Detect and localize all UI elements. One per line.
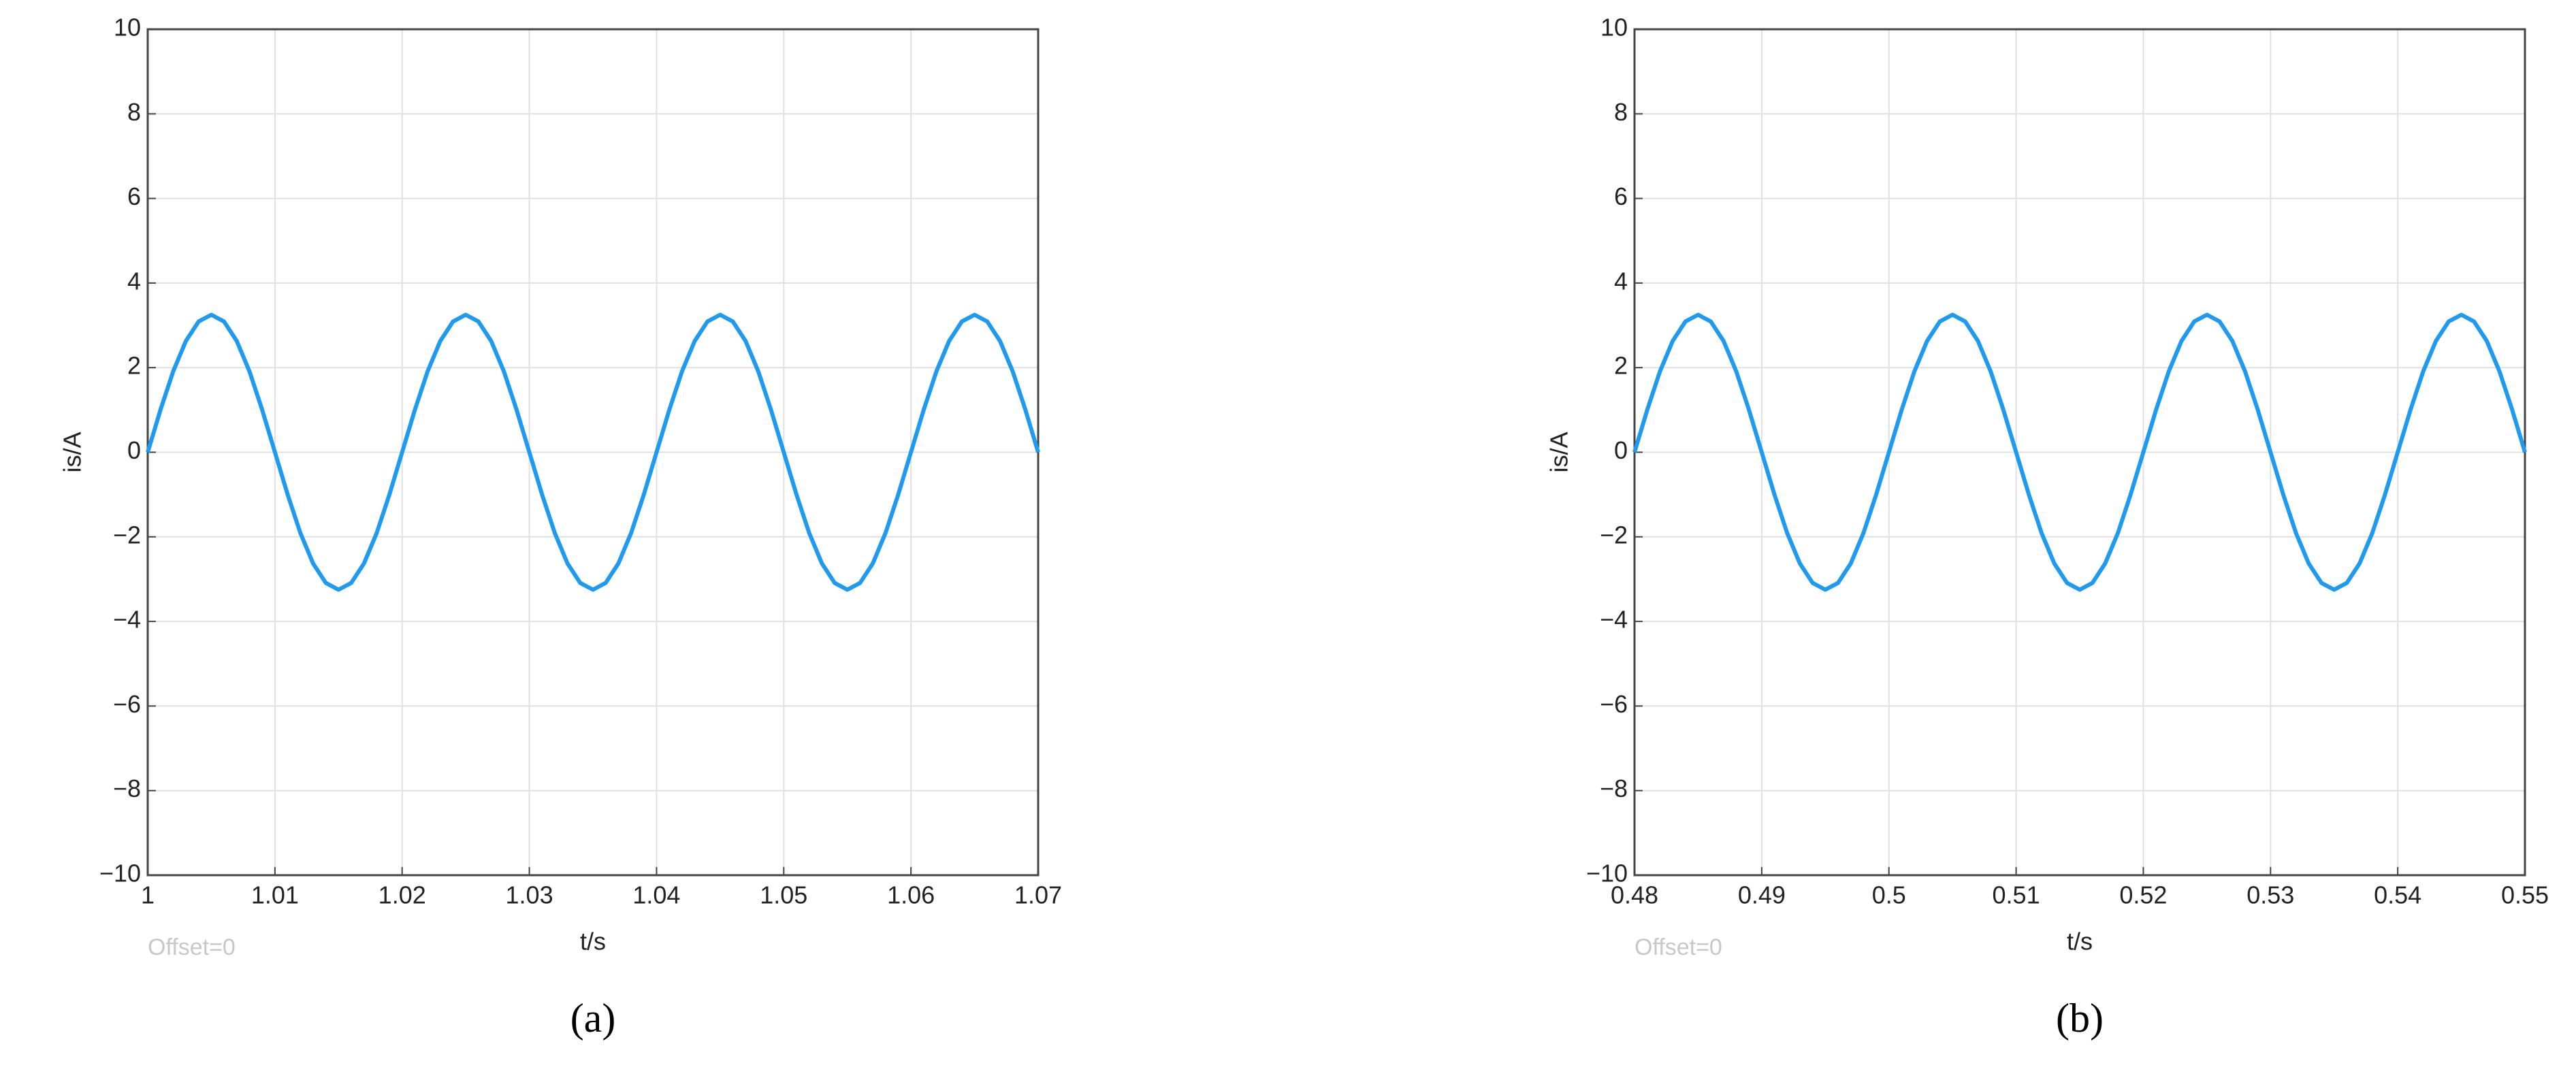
offset-note: Offset=0 bbox=[148, 934, 236, 960]
x-tick-label: 0.48 bbox=[1611, 881, 1658, 909]
signal-line bbox=[1632, 312, 2527, 592]
y-axis-label: is/A bbox=[1545, 431, 1573, 472]
y-tick-label: −4 bbox=[1600, 606, 1628, 634]
y-tick-label: 8 bbox=[127, 98, 141, 126]
x-tick-label: 1.05 bbox=[760, 881, 807, 909]
y-tick-label: 0 bbox=[1614, 436, 1628, 464]
x-tick-label: 1.07 bbox=[1014, 881, 1062, 909]
signal-line bbox=[146, 312, 1040, 592]
y-tick-label: −2 bbox=[113, 521, 141, 549]
x-tick-label: 0.53 bbox=[2247, 881, 2294, 909]
y-tick-label: 4 bbox=[1614, 267, 1628, 295]
y-tick-label: 10 bbox=[1600, 14, 1628, 42]
x-axis-label: t/s bbox=[2067, 928, 2093, 956]
x-tick-label: 0.54 bbox=[2374, 881, 2421, 909]
y-tick-label: −10 bbox=[99, 860, 141, 887]
y-tick-label: −2 bbox=[1600, 521, 1628, 549]
x-tick-label: 0.5 bbox=[1872, 881, 1906, 909]
y-tick-label: −10 bbox=[1586, 860, 1628, 887]
caption: (a) bbox=[570, 996, 616, 1041]
x-tick-label: 0.51 bbox=[1993, 881, 2040, 909]
y-tick-label: −6 bbox=[113, 690, 141, 718]
y-tick-label: 4 bbox=[127, 267, 141, 295]
y-tick-label: −8 bbox=[1600, 774, 1628, 802]
x-tick-label: 0.52 bbox=[2119, 881, 2167, 909]
x-tick-label: 0.49 bbox=[1738, 881, 1786, 909]
x-tick-label: 1.01 bbox=[251, 881, 299, 909]
y-tick-label: 6 bbox=[1614, 182, 1628, 210]
y-tick-label: 6 bbox=[127, 182, 141, 210]
caption: (b) bbox=[2056, 996, 2104, 1041]
y-tick-label: −6 bbox=[1600, 690, 1628, 718]
x-axis-label: t/s bbox=[580, 928, 606, 956]
offset-note: Offset=0 bbox=[1635, 934, 1722, 960]
y-tick-label: 10 bbox=[114, 14, 141, 42]
y-tick-label: 2 bbox=[127, 352, 141, 380]
x-tick-label: 1.02 bbox=[379, 881, 426, 909]
x-tick-label: 1.06 bbox=[887, 881, 935, 909]
y-tick-label: −8 bbox=[113, 774, 141, 802]
y-tick-label: −4 bbox=[113, 606, 141, 634]
y-tick-label: 8 bbox=[1614, 98, 1628, 126]
x-tick-label: 1.03 bbox=[506, 881, 553, 909]
y-tick-label: 0 bbox=[127, 436, 141, 464]
x-tick-label: 1.04 bbox=[632, 881, 680, 909]
x-tick-label: 0.55 bbox=[2501, 881, 2549, 909]
y-axis-label: is/A bbox=[59, 431, 86, 472]
x-tick-label: 1 bbox=[141, 881, 155, 909]
y-tick-label: 2 bbox=[1614, 352, 1628, 380]
